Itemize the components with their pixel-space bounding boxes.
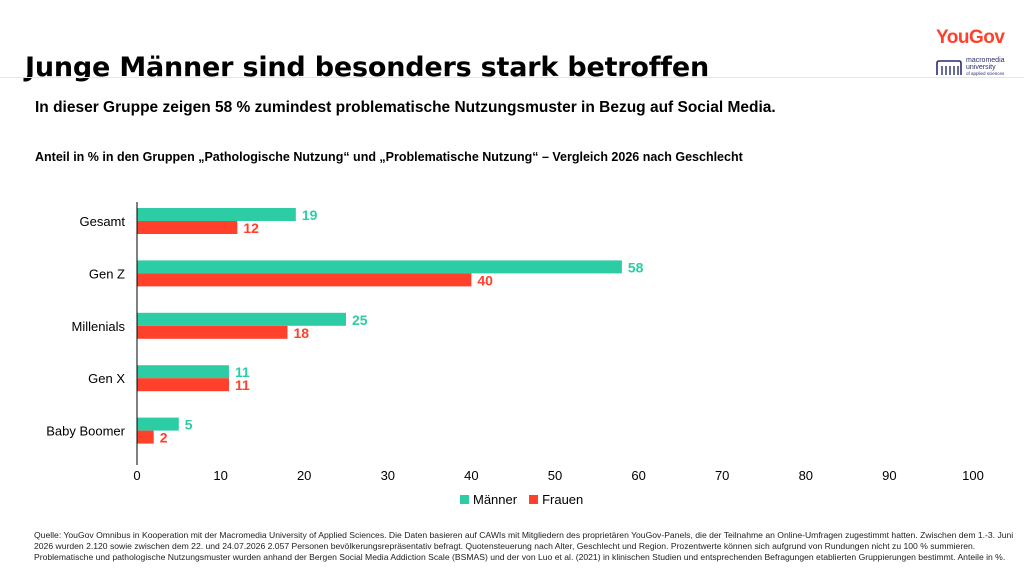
bar-frauen	[137, 378, 229, 392]
x-tick-label: 90	[882, 468, 896, 483]
legend-swatch-frauen	[529, 495, 539, 504]
legend-label: Männer	[473, 492, 518, 507]
bar-maenner	[137, 260, 622, 274]
page-title: Junge Männer sind besonders stark betrof…	[25, 52, 709, 83]
data-label: 19	[302, 207, 318, 223]
partner-logo-line: of applied sciences	[966, 71, 1005, 76]
x-tick-label: 30	[381, 468, 395, 483]
bar-maenner	[137, 417, 179, 431]
data-label: 2	[160, 430, 168, 446]
category-label: Baby Boomer	[46, 424, 125, 439]
data-label: 12	[243, 220, 259, 236]
bar-frauen	[137, 325, 288, 339]
legend-label: Frauen	[542, 492, 584, 507]
category-label: Millenials	[72, 319, 126, 334]
category-label: Gen X	[88, 371, 125, 386]
data-label: 5	[185, 417, 193, 433]
bar-maenner	[137, 208, 296, 221]
bar-frauen	[137, 221, 238, 234]
partner-logo-line: university	[966, 64, 996, 71]
legend-swatch-maenner	[460, 495, 469, 504]
category-label: Gen Z	[89, 266, 125, 281]
data-label: 25	[352, 312, 368, 328]
x-tick-label: 60	[631, 468, 645, 483]
x-tick-label: 50	[548, 468, 562, 483]
bar-maenner	[137, 312, 346, 326]
x-tick-label: 10	[213, 468, 227, 483]
data-label: 11	[235, 377, 250, 393]
yougov-logo: YouGov	[936, 27, 1005, 48]
x-tick-label: 80	[799, 468, 813, 483]
x-tick-label: 100	[962, 468, 984, 483]
bar-frauen	[137, 430, 154, 444]
legend: Männer Frauen	[460, 492, 583, 507]
x-tick-label: 70	[715, 468, 729, 483]
x-tick-label: 20	[297, 468, 311, 483]
data-label: 11	[235, 364, 250, 380]
bar-frauen	[137, 273, 472, 287]
legend-item-maenner: Männer	[460, 492, 517, 507]
x-tick-label: 40	[464, 468, 478, 483]
macromedia-emblem-icon	[936, 60, 962, 75]
macromedia-logo: macromedia university of applied science…	[935, 57, 1015, 79]
partner-logo-line: macromedia	[966, 57, 1005, 64]
data-label: 18	[293, 325, 309, 341]
data-label: 58	[628, 259, 644, 275]
chart-title: Anteil in % in den Gruppen „Pathologisch…	[35, 150, 743, 164]
category-label: Gesamt	[79, 214, 125, 229]
legend-item-frauen: Frauen	[529, 492, 583, 507]
source-footnote: Quelle: YouGov Omnibus in Kooperation mi…	[34, 530, 1014, 562]
x-tick-label: 0	[133, 468, 140, 483]
data-label: 40	[477, 272, 493, 288]
bar-maenner	[137, 365, 229, 379]
subtitle: In dieser Gruppe zeigen 58 % zumindest p…	[35, 99, 776, 116]
title-divider	[0, 77, 1024, 78]
